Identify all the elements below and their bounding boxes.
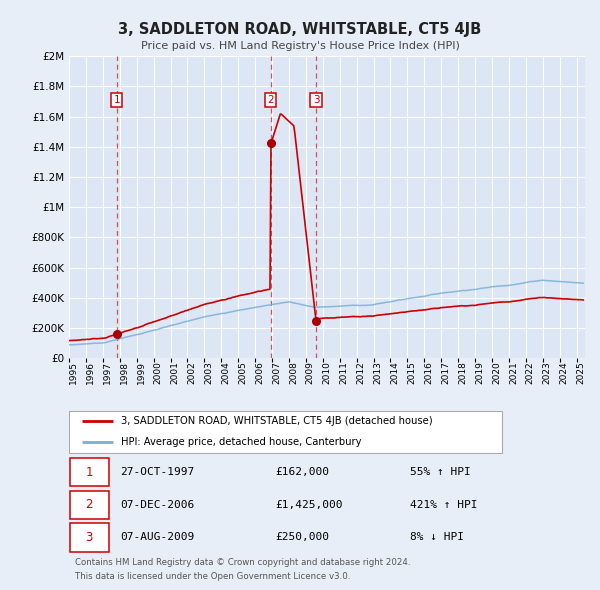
Text: 07-AUG-2009: 07-AUG-2009 (121, 532, 195, 542)
Text: 3, SADDLETON ROAD, WHITSTABLE, CT5 4JB: 3, SADDLETON ROAD, WHITSTABLE, CT5 4JB (118, 22, 482, 37)
Text: 2025: 2025 (577, 361, 586, 384)
Text: 2001: 2001 (170, 361, 179, 384)
Text: 2014: 2014 (391, 361, 400, 384)
Text: 1996: 1996 (86, 361, 95, 384)
Text: 3, SADDLETON ROAD, WHITSTABLE, CT5 4JB (detached house): 3, SADDLETON ROAD, WHITSTABLE, CT5 4JB (… (121, 417, 432, 427)
Text: 2000: 2000 (154, 361, 163, 384)
Text: 2002: 2002 (187, 361, 196, 384)
Text: Price paid vs. HM Land Registry's House Price Index (HPI): Price paid vs. HM Land Registry's House … (140, 41, 460, 51)
FancyBboxPatch shape (70, 458, 109, 486)
Text: 421% ↑ HPI: 421% ↑ HPI (410, 500, 477, 510)
Text: 55% ↑ HPI: 55% ↑ HPI (410, 467, 470, 477)
Text: 2021: 2021 (509, 361, 518, 384)
Text: HPI: Average price, detached house, Canterbury: HPI: Average price, detached house, Cant… (121, 437, 361, 447)
Text: 1998: 1998 (120, 361, 129, 384)
Text: 27-OCT-1997: 27-OCT-1997 (121, 467, 195, 477)
FancyBboxPatch shape (70, 490, 109, 519)
Text: 2016: 2016 (424, 361, 433, 384)
Text: 2017: 2017 (441, 361, 450, 384)
Text: £250,000: £250,000 (275, 532, 329, 542)
Text: 2018: 2018 (458, 361, 467, 384)
Text: 2009: 2009 (306, 361, 315, 384)
Text: 2008: 2008 (289, 361, 298, 384)
Text: 2024: 2024 (560, 361, 569, 384)
Text: 2023: 2023 (543, 361, 552, 384)
Text: 3: 3 (85, 531, 93, 544)
Text: 1: 1 (85, 466, 93, 478)
Text: 2007: 2007 (272, 361, 281, 384)
Text: 2005: 2005 (238, 361, 247, 384)
FancyBboxPatch shape (70, 523, 109, 552)
Text: 2003: 2003 (205, 361, 214, 384)
Text: 2020: 2020 (492, 361, 501, 384)
Text: 2: 2 (268, 95, 274, 105)
Text: 2022: 2022 (526, 361, 535, 384)
Text: 2015: 2015 (407, 361, 416, 384)
Text: 2: 2 (85, 499, 93, 512)
Text: 2019: 2019 (475, 361, 484, 384)
Text: 1: 1 (113, 95, 120, 105)
Text: 07-DEC-2006: 07-DEC-2006 (121, 500, 195, 510)
Text: 2011: 2011 (340, 361, 349, 384)
Text: 8% ↓ HPI: 8% ↓ HPI (410, 532, 464, 542)
Text: £162,000: £162,000 (275, 467, 329, 477)
Text: £1,425,000: £1,425,000 (275, 500, 343, 510)
Text: 2010: 2010 (323, 361, 332, 384)
Text: This data is licensed under the Open Government Licence v3.0.: This data is licensed under the Open Gov… (75, 572, 350, 581)
Text: 1999: 1999 (137, 361, 146, 384)
Text: 3: 3 (313, 95, 319, 105)
FancyBboxPatch shape (69, 411, 502, 453)
Text: 2006: 2006 (255, 361, 264, 384)
Text: 2012: 2012 (356, 361, 365, 384)
Text: Contains HM Land Registry data © Crown copyright and database right 2024.: Contains HM Land Registry data © Crown c… (75, 558, 410, 568)
Text: 1995: 1995 (69, 361, 78, 384)
Text: 1997: 1997 (103, 361, 112, 384)
Text: 2004: 2004 (221, 361, 230, 384)
Text: 2013: 2013 (374, 361, 383, 384)
